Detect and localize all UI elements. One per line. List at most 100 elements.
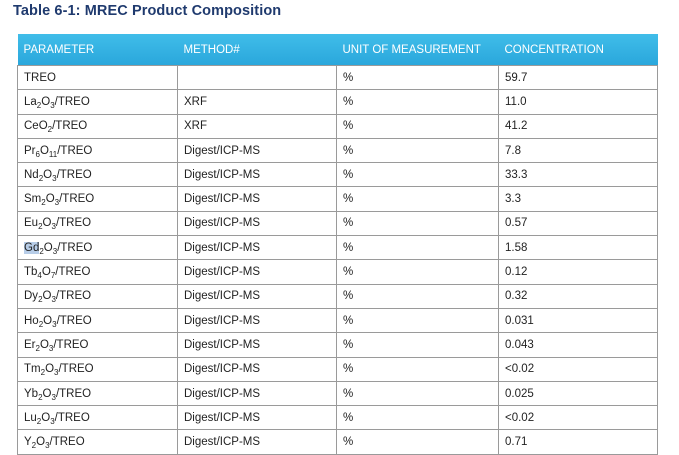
parameter-cell: Pr6O11/TREO: [17, 137, 178, 164]
parameter-text: O: [39, 144, 49, 157]
parameter-text: /TREO: [55, 387, 92, 400]
parameter-text: O: [43, 168, 53, 181]
parameter-text: La: [24, 95, 37, 108]
unit-cell: %: [336, 356, 499, 382]
method-cell: XRF: [177, 113, 337, 139]
parameter-text: O: [45, 193, 55, 206]
method-cell: Digest/ICP-MS: [177, 235, 337, 261]
method-cell: Digest/ICP-MS: [177, 405, 337, 431]
concentration-cell: 0.57: [498, 210, 658, 237]
parameter-subscript: 2: [38, 392, 43, 402]
parameter-text: O: [39, 338, 49, 351]
parameter-subscript: 3: [45, 441, 50, 451]
parameter-text: /TREO: [52, 120, 88, 133]
parameter-text: Pr: [24, 144, 36, 157]
header-concentration: CONCENTRATION: [498, 34, 658, 66]
parameter-cell: Ho2O3/TREO: [17, 307, 178, 334]
table-title: Table 6-1: MREC Product Composition: [13, 3, 282, 19]
concentration-cell: <0.02: [498, 356, 658, 382]
table-row: La2O3/TREO XRF% 11.0: [17, 89, 658, 115]
unit-cell: %: [336, 405, 499, 431]
parameter-text: Yb: [24, 387, 39, 400]
parameter-subscript: 3: [50, 100, 55, 110]
parameter-text: /TREO: [54, 95, 90, 108]
parameter-subscript: 2: [39, 246, 44, 256]
table-row: Pr6O11/TREO Digest/ICP-MS% 7.8: [17, 137, 658, 164]
parameter-cell: Dy2O3/TREO: [17, 283, 178, 309]
parameter-text: O: [45, 363, 55, 376]
parameter-subscript: 2: [38, 295, 43, 305]
parameter-text: /TREO: [59, 193, 95, 206]
method-cell: Digest/ICP-MS: [177, 332, 337, 358]
table-header-row: PARAMETER METHOD# UNIT OF MEASUREMENT CO…: [17, 34, 658, 66]
parameter-cell: Tb4O7/TREO: [17, 259, 178, 285]
method-cell: [177, 64, 337, 91]
table-row: Sm2O3/TREO Digest/ICP-MS% 3.3: [17, 186, 658, 212]
concentration-cell: 33.3: [498, 162, 658, 188]
parameter-cell: Nd2O3/TREO: [17, 162, 178, 188]
parameter-subscript: 4: [37, 271, 42, 281]
concentration-cell: 0.031: [498, 307, 658, 334]
parameter-text: Ho: [24, 314, 39, 327]
unit-cell: %: [336, 380, 499, 407]
table-row: Tm2O3/TREO Digest/ICP-MS% <0.02: [17, 356, 658, 382]
parameter-text: Eu: [24, 217, 39, 230]
unit-cell: %: [336, 162, 499, 188]
parameter-text: O: [43, 314, 53, 327]
parameter-subscript: 3: [54, 368, 59, 378]
table-row: Dy2O3/TREO Digest/ICP-MS% 0.32: [17, 283, 658, 309]
parameter-cell: Tm2O3/TREO: [17, 356, 178, 382]
concentration-cell: 0.32: [498, 283, 658, 309]
concentration-cell: 1.58: [498, 235, 658, 261]
parameter-subscript: 11: [48, 149, 58, 159]
concentration-cell: 0.043: [498, 332, 658, 358]
unit-cell: %: [336, 283, 499, 309]
method-cell: Digest/ICP-MS: [177, 259, 337, 285]
concentration-cell: 7.8: [498, 137, 658, 164]
parameter-subscript: 3: [50, 416, 55, 426]
unit-cell: %: [336, 89, 499, 115]
parameter-text: /TREO: [55, 290, 92, 303]
parameter-cell: TREO: [17, 64, 178, 91]
parameter-text: /TREO: [57, 241, 93, 254]
header-method: METHOD#: [177, 34, 337, 66]
parameter-subscript: 6: [35, 149, 40, 159]
parameter-text: /TREO: [55, 217, 92, 230]
unit-cell: %: [336, 113, 499, 139]
unit-cell: %: [336, 332, 499, 358]
parameter-cell: Er2O3/TREO: [17, 332, 178, 358]
method-cell: Digest/ICP-MS: [177, 137, 337, 164]
parameter-text: /TREO: [57, 144, 93, 157]
parameter-text: /TREO: [55, 266, 91, 279]
parameter-text: CeO: [24, 120, 48, 133]
product-composition-table: PARAMETER METHOD# UNIT OF MEASUREMENT CO…: [17, 34, 658, 455]
parameter-cell: CeO2/TREO: [17, 113, 178, 139]
parameter-text: O: [41, 266, 51, 279]
parameter-cell: La2O3/TREO: [17, 89, 178, 115]
table-row: Y2O3/TREO Digest/ICP-MS% 0.71: [17, 429, 658, 455]
method-cell: Digest/ICP-MS: [177, 307, 337, 334]
parameter-text: /TREO: [56, 168, 92, 181]
parameter-text: O: [41, 95, 51, 108]
parameter-text: O: [36, 436, 46, 449]
parameter-text: O: [43, 241, 53, 254]
concentration-cell: 0.025: [498, 380, 658, 407]
parameter-subscript: 3: [48, 343, 54, 353]
method-cell: Digest/ICP-MS: [177, 380, 337, 407]
parameter-subscript: 3: [54, 198, 60, 208]
table-row: Lu2O3/TREO Digest/ICP-MS% <0.02: [17, 405, 658, 431]
parameter-text: Sm: [24, 193, 42, 206]
parameter-subscript: 3: [51, 222, 56, 232]
concentration-cell: 3.3: [498, 186, 658, 212]
concentration-cell: 59.7: [498, 64, 658, 91]
parameter-cell: Gd2O3/TREO: [17, 235, 178, 261]
parameter-cell: Y2O3/TREO: [17, 429, 178, 455]
unit-cell: %: [336, 235, 499, 261]
parameter-subscript: 2: [36, 416, 42, 426]
parameter-cell: Lu2O3/TREO: [17, 405, 178, 431]
parameter-subscript: 2: [38, 173, 44, 183]
parameter-text: O: [41, 411, 51, 424]
parameter-subscript: 2: [41, 198, 46, 208]
parameter-subscript: 7: [50, 271, 56, 281]
unit-cell: %: [336, 64, 499, 91]
